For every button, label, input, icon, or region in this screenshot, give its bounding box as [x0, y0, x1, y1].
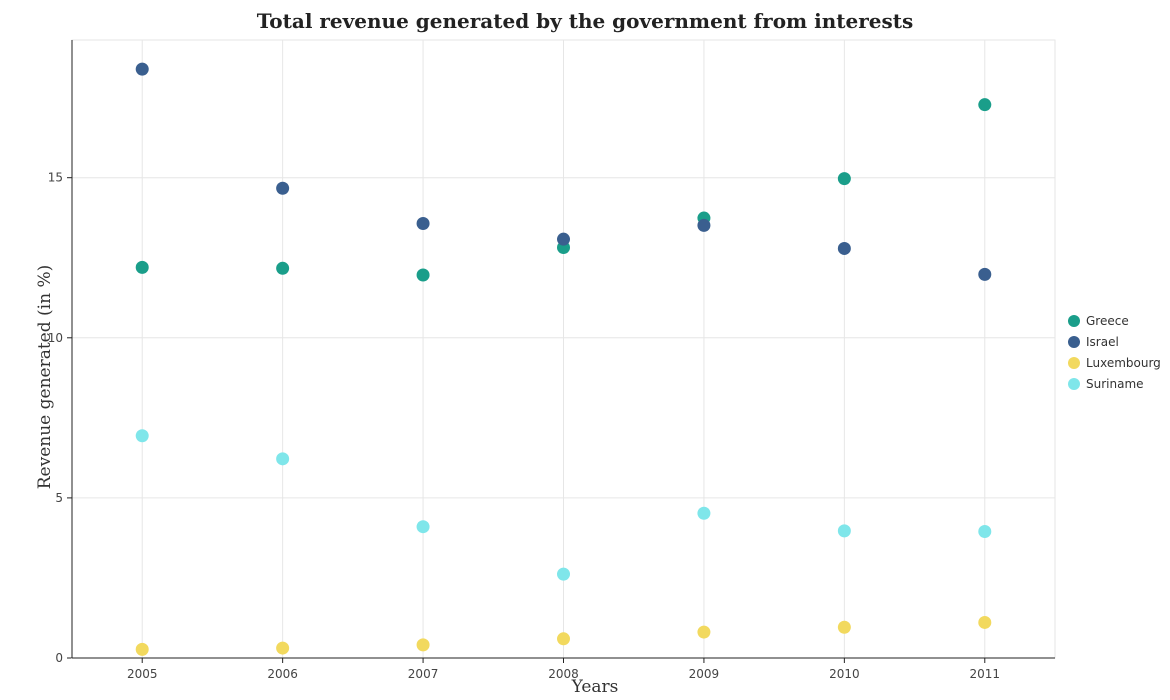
legend: Greece Israel Luxembourg Suriname [1068, 314, 1161, 391]
point-greece-2010 [837, 172, 851, 186]
data-points [135, 62, 992, 656]
point-suriname-2009 [697, 506, 711, 520]
x-axis-label: Years [571, 677, 619, 697]
point-israel-2011 [978, 267, 992, 281]
legend-marker-israel [1068, 336, 1080, 348]
gridlines [72, 40, 1055, 659]
y-axis-label: Revenue generated (in %) [35, 265, 55, 490]
point-israel-2010 [837, 241, 851, 255]
x-tick-labels: 2005 2006 2007 2008 2009 2010 2011 [127, 667, 1000, 681]
point-suriname-2011 [978, 525, 992, 539]
y-tick-labels: 0 5 10 15 [48, 171, 63, 665]
legend-label-greece: Greece [1086, 314, 1129, 328]
point-suriname-2005 [135, 429, 149, 443]
point-luxembourg-2009 [697, 625, 711, 639]
x-tick-label: 2005 [127, 667, 158, 681]
point-greece-2011 [978, 98, 992, 112]
x-tick-label: 2007 [408, 667, 439, 681]
y-tick-label: 0 [55, 651, 63, 665]
point-greece-2007 [416, 268, 430, 282]
point-luxembourg-2008 [557, 632, 570, 646]
x-tick-label: 2008 [548, 667, 579, 681]
y-tick-label: 5 [55, 491, 63, 505]
axes [67, 39, 1056, 663]
point-luxembourg-2005 [135, 642, 149, 656]
point-luxembourg-2007 [416, 638, 430, 652]
x-tick-label: 2009 [689, 667, 720, 681]
legend-marker-greece [1068, 315, 1080, 327]
legend-label-israel: Israel [1086, 335, 1119, 349]
legend-marker-suriname [1068, 378, 1080, 390]
point-suriname-2008 [557, 567, 570, 581]
point-luxembourg-2011 [978, 615, 992, 629]
point-israel-2009 [697, 218, 711, 232]
x-tick-label: 2006 [267, 667, 298, 681]
y-tick-label: 15 [48, 171, 63, 185]
point-luxembourg-2010 [837, 620, 851, 634]
chart-title: Total revenue generated by the governmen… [257, 9, 914, 33]
point-israel-2006 [276, 181, 290, 195]
x-tick-label: 2010 [829, 667, 860, 681]
point-israel-2008 [557, 232, 570, 246]
y-tick-label: 10 [48, 331, 63, 345]
point-israel-2007 [416, 216, 430, 230]
legend-label-luxembourg: Luxembourg [1086, 356, 1161, 370]
legend-label-suriname: Suriname [1086, 377, 1144, 391]
point-suriname-2010 [837, 524, 851, 538]
point-israel-2005 [135, 62, 149, 76]
point-greece-2006 [276, 261, 290, 275]
point-luxembourg-2006 [276, 641, 290, 655]
point-greece-2005 [135, 260, 149, 274]
x-tick-label: 2011 [970, 667, 1001, 681]
point-suriname-2006 [276, 452, 290, 466]
point-suriname-2007 [416, 520, 430, 534]
legend-marker-luxembourg [1068, 357, 1080, 369]
